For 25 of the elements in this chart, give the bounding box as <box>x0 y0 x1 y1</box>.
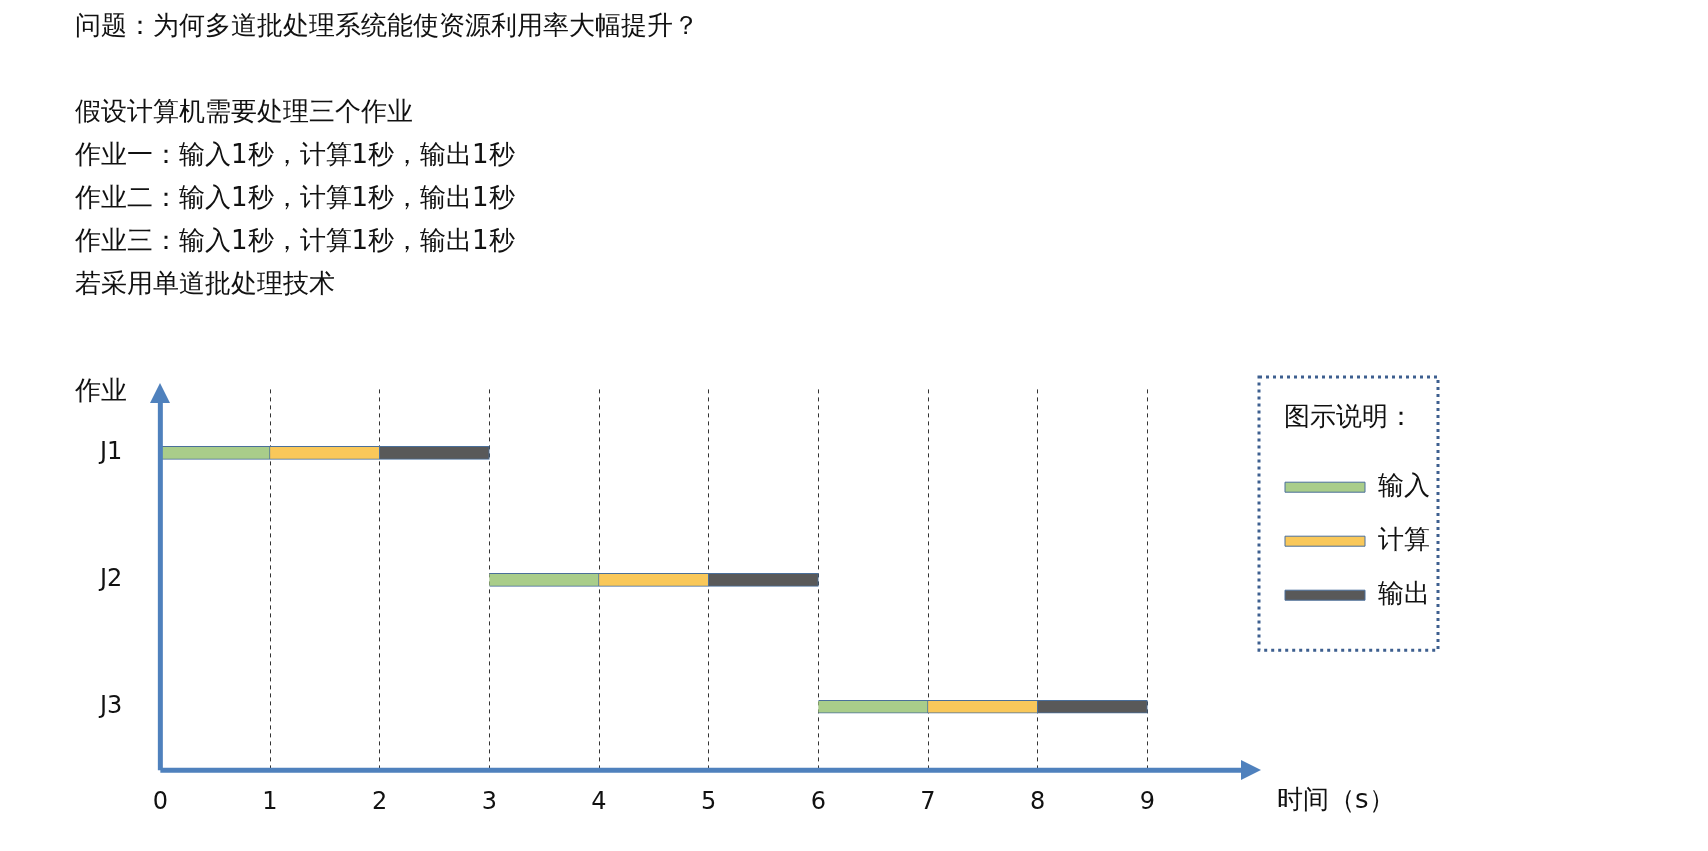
chart-subtitle: 假设计算机需要处理三个作业 <box>75 95 414 128</box>
text: 作业一：输入1秒，计算1秒，输出1秒 <box>75 138 516 171</box>
legend-label: 计算 <box>1378 523 1430 554</box>
x-axis-title: 时间（s） <box>1277 783 1395 814</box>
text: 作业三：输入1秒，计算1秒，输出1秒 <box>75 224 516 257</box>
y-axis-title: 作业 <box>74 375 128 406</box>
x-tick-label: 1 <box>262 786 278 815</box>
legend-label: 输出 <box>1378 577 1430 608</box>
y-tick-label: J3 <box>97 690 123 719</box>
legend-label: 输入 <box>1378 469 1430 500</box>
legend-title: 图示说明： <box>1283 400 1414 431</box>
x-tick-label: 6 <box>810 786 826 815</box>
text: 作业二：输入1秒，计算1秒，输出1秒 <box>75 181 516 214</box>
x-tick-label: 7 <box>920 786 936 815</box>
x-tick-label: 2 <box>372 786 388 815</box>
x-tick-label: 4 <box>591 786 607 815</box>
x-tick-label: 8 <box>1030 786 1046 815</box>
chart-title: 问题：为何多道批处理系统能使资源利用率大幅提升？ <box>75 9 699 42</box>
y-tick-label: J2 <box>97 564 123 593</box>
y-tick-label: J1 <box>97 437 123 466</box>
x-tick-label: 5 <box>701 786 717 815</box>
x-tick-label: 3 <box>481 786 497 815</box>
x-tick-label: 0 <box>152 786 168 815</box>
x-tick-label: 9 <box>1139 786 1155 815</box>
text: 若采用单道批处理技术 <box>75 267 336 300</box>
